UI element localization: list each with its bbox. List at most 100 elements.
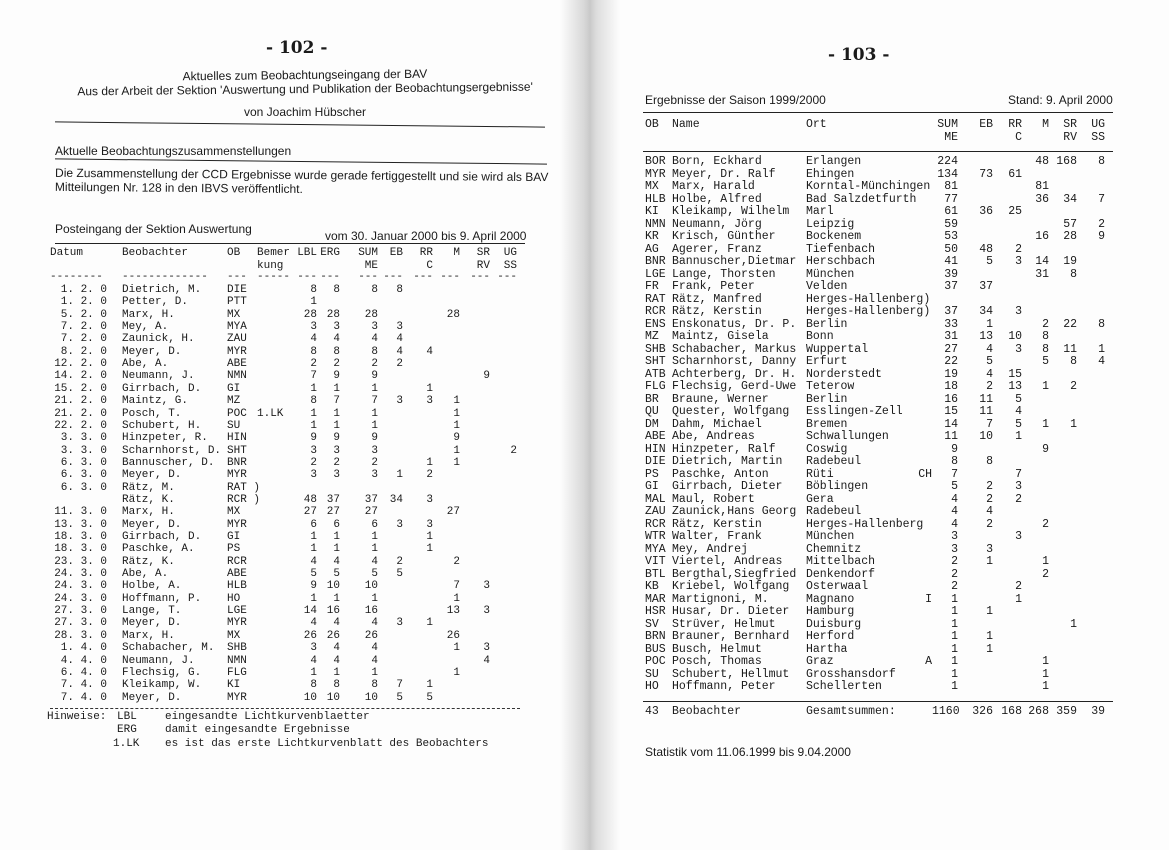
cell-lbl: 1 <box>310 296 317 309</box>
cell-erg: 4 <box>333 555 340 568</box>
cell-sum: 1 <box>951 667 958 681</box>
cell-sum: SUM <box>937 118 958 131</box>
cell-sum: 1160 <box>932 705 960 718</box>
cell-lbl: 7 <box>310 370 317 383</box>
cell-rrc: 3 <box>426 518 433 531</box>
cell-eb: 4 <box>986 342 993 356</box>
cell-sum: 4 <box>951 505 958 518</box>
cell-srrv: 8 <box>1070 355 1077 368</box>
cell-eb: 1 <box>986 605 993 618</box>
cell-name: Bergthal,Siegfried <box>672 567 797 581</box>
cell-location: Schwallungen <box>806 430 889 443</box>
cell-erg: 1 <box>333 531 340 543</box>
cell-observer: Abe, A. <box>122 568 169 581</box>
cell-erg: 26 <box>326 629 340 642</box>
cell-eb: 34 <box>389 493 403 506</box>
cell-sum: 1 <box>371 419 378 432</box>
cell-location: Ort <box>806 118 827 131</box>
cell-m: 1 <box>453 642 460 655</box>
cell-ob-code: MX <box>227 629 241 642</box>
cell-location: Coswig <box>806 442 848 456</box>
cell-sum: 4 <box>371 642 378 655</box>
cell-observer: Beobachter <box>122 247 189 259</box>
cell-m: 1 <box>453 407 460 420</box>
cell-observer: Rätz, K. <box>122 555 175 568</box>
cell-lbl: 3 <box>310 444 317 457</box>
cell-date: 7. 4. 0 <box>60 679 107 692</box>
cell-m: 1 <box>1042 655 1049 668</box>
cell-country: I <box>925 592 932 606</box>
cell-ob-code: MYA <box>227 321 247 334</box>
cell-srrv: 11 <box>1063 342 1077 356</box>
cell-location: Gera <box>806 492 834 506</box>
cell-ob-code: ATB <box>645 367 666 381</box>
cell-sum: 8 <box>371 679 378 692</box>
cell-name: Dahm, Michael <box>672 417 762 431</box>
cell-name: Dietrich, Martin <box>672 455 783 468</box>
cell-observer: Marx, H. <box>122 506 175 519</box>
cell-srrv: 22 <box>1063 317 1077 331</box>
cell-eb: 34 <box>979 305 993 318</box>
cell-lbl: 26 <box>303 629 317 642</box>
cell-location: Velden <box>806 280 848 293</box>
cell-sum: 27 <box>364 506 378 519</box>
cell-erg: 6 <box>333 518 340 531</box>
cell-sum: 7 <box>371 395 378 408</box>
cell-srrv: 9 <box>483 370 490 383</box>
cell-date: Datum <box>50 247 84 259</box>
cell-m: 1 <box>453 592 460 605</box>
cell-ob-code: SHT <box>645 355 666 368</box>
cell-ob-code: NMN <box>645 217 666 231</box>
cell-observer: Meyer, D. <box>122 469 182 482</box>
cell-m: M <box>1042 118 1049 131</box>
cell-m: 14 <box>1035 255 1049 268</box>
cell-eb: 3 <box>396 617 403 630</box>
cell-ob-code: SV <box>645 617 659 631</box>
cell-erg: 2 <box>333 456 340 469</box>
cell-ob-code: RCR <box>227 555 247 568</box>
cell-rrc: 5 <box>426 691 433 704</box>
notes-label: Hinweise: <box>47 710 107 723</box>
cell-ob-code: HLB <box>645 192 666 206</box>
cell-country: A <box>925 655 932 668</box>
cell-eb: 3 <box>396 321 403 334</box>
cell-ob-code: ABE <box>227 358 247 371</box>
cell-sum: 3 <box>951 530 958 543</box>
cell-ob-code: POC <box>227 407 247 420</box>
cell-rrc: 2 <box>426 469 433 482</box>
cell-lbl: 8 <box>310 679 317 692</box>
cell-sum: 81 <box>944 180 958 193</box>
cell-ugss: UG <box>1091 118 1105 131</box>
cell-location: Denkendorf <box>806 567 876 581</box>
cell-srrv: 28 <box>1063 230 1077 243</box>
cell-date: 28. 3. 0 <box>54 629 107 642</box>
cell-name: Schubert, Hellmut <box>672 667 790 681</box>
cell-ugss: 9 <box>1098 230 1105 243</box>
cell-name: Schabacher, Markus <box>672 342 797 356</box>
cell-sum: 10 <box>364 691 378 704</box>
divider <box>55 243 525 244</box>
cell-srrv: 57 <box>1063 217 1077 231</box>
cell-location: Chemnitz <box>806 542 862 556</box>
cell-name: Achterberg, Dr. H. <box>672 367 797 381</box>
cell-ob-code: RAT ) <box>227 481 261 494</box>
cell-ob-code: PTT <box>227 296 247 309</box>
cell-erg: 9 <box>333 432 340 445</box>
cell-erg: 10 <box>326 691 340 704</box>
cell-sum: 2 <box>951 555 958 568</box>
cell-eb: 37 <box>979 280 993 293</box>
cell-m: 13 <box>446 605 460 618</box>
note-text: damit eingesandte Ergebnisse <box>165 724 350 737</box>
cell-eb: 8 <box>396 284 403 296</box>
cell-remark: kung <box>257 260 284 272</box>
cell-erg: 4 <box>333 642 340 655</box>
cell-eb: 1 <box>986 642 993 656</box>
cell-ob-code: RCR ) <box>227 493 261 506</box>
cell-ob-code: HLB <box>227 580 247 593</box>
cell-m: 81 <box>1035 180 1049 193</box>
cell-rrc: 2 <box>1015 580 1022 593</box>
cell-ob-code: RAT <box>645 292 666 306</box>
cell-remark: ----- <box>257 271 291 283</box>
cell-location: Radebeul <box>806 455 862 468</box>
cell-lbl: 1 <box>310 419 317 432</box>
